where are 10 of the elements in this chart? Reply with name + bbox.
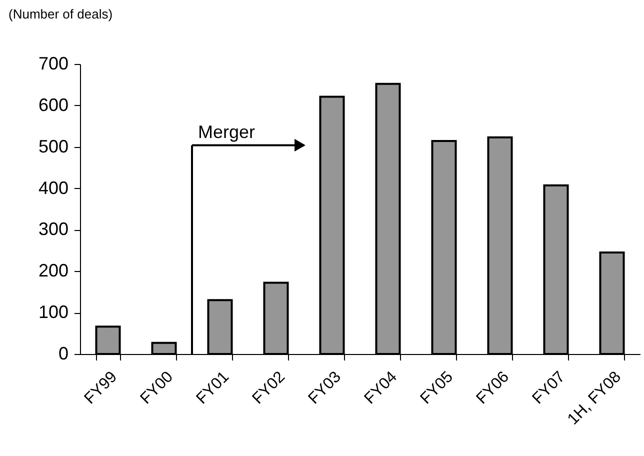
y-tick-label: 300 [38,219,68,240]
y-tick-label: 700 [38,54,68,74]
y-tick-label: 0 [58,344,68,364]
y-axis-title: (Number of deals) [8,6,113,22]
y-tick-label: 400 [38,178,68,198]
y-tick-label: 100 [38,302,68,322]
y-tick-label: 600 [38,94,68,115]
y-tick-label: 200 [38,260,68,281]
y-tick-label: 500 [38,136,68,156]
annotation: Merger [198,122,256,142]
